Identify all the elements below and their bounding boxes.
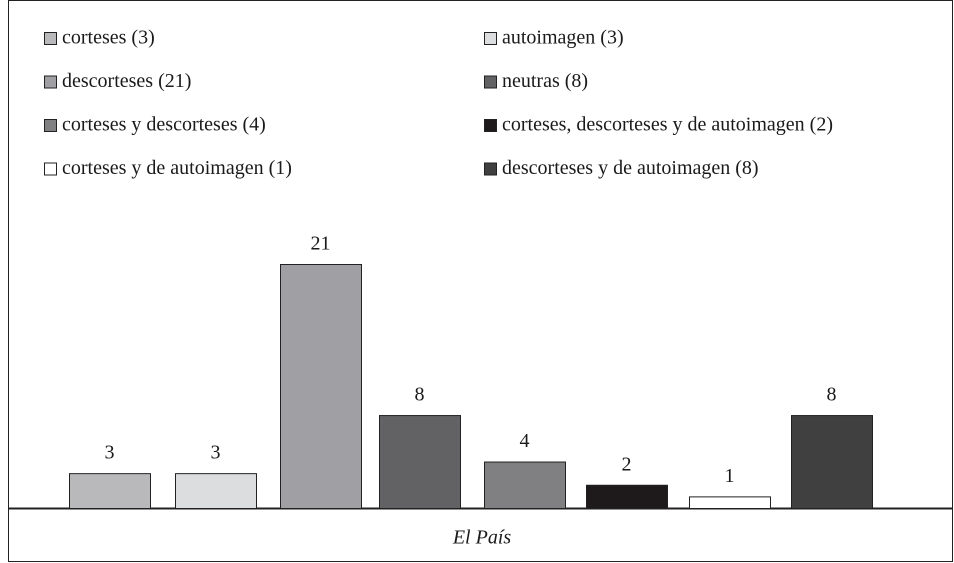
legend-swatch — [44, 162, 57, 176]
value-label: 2 — [622, 453, 632, 475]
category-label: El País — [452, 527, 512, 549]
bar — [379, 415, 461, 509]
legend-swatch — [484, 32, 497, 45]
value-label: 8 — [415, 384, 425, 406]
bar — [280, 264, 362, 509]
value-label: 8 — [827, 384, 837, 406]
legend-label: corteses, descorteses y de autoimagen (2… — [502, 114, 833, 136]
legend-label: autoimagen (3) — [502, 27, 624, 49]
legend-swatch — [44, 119, 57, 132]
legend-label: corteses y descorteses (4) — [62, 114, 266, 136]
legend-label: corteses (3) — [62, 27, 155, 49]
legend-label: descorteses y de autoimagen (8) — [502, 157, 759, 179]
bar — [175, 473, 257, 509]
bar — [791, 415, 873, 509]
legend-label: descorteses (21) — [62, 70, 191, 92]
legend-swatch — [44, 75, 57, 89]
legend-label: neutras (8) — [502, 70, 588, 92]
bar — [586, 484, 668, 509]
value-label: 1 — [725, 465, 735, 487]
legend-swatch — [484, 75, 497, 89]
bar — [484, 461, 566, 509]
legend-swatch — [484, 162, 497, 176]
legend-swatch — [44, 32, 57, 45]
bar — [69, 473, 151, 509]
value-label: 3 — [105, 442, 115, 464]
frame — [8, 0, 953, 562]
value-label: 3 — [211, 442, 221, 464]
bar — [689, 496, 771, 509]
value-label: 4 — [520, 430, 530, 452]
legend-label: corteses y de autoimagen (1) — [62, 157, 292, 179]
legend-swatch — [484, 119, 497, 132]
value-label: 21 — [311, 233, 331, 255]
